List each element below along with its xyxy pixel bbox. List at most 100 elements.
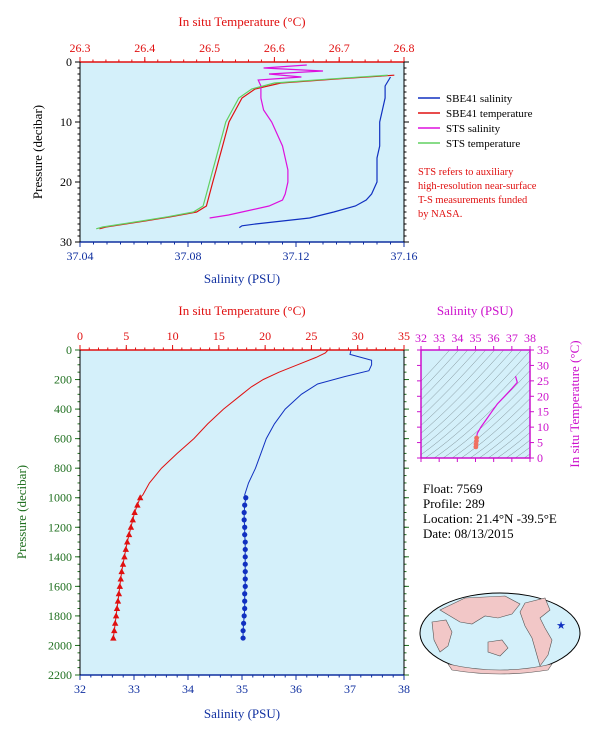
- series-sbe41-salinity: [238, 76, 392, 229]
- note-line-1: STS refers to auxiliary: [418, 167, 514, 178]
- density-contour: [451, 389, 530, 458]
- note-line-3: T-S measurements funded: [418, 195, 528, 206]
- y-tick-label: 0: [66, 55, 72, 69]
- density-contour: [469, 407, 530, 458]
- top-chart-series: [96, 64, 395, 230]
- salinity-point: [242, 546, 248, 553]
- salinity-point: [243, 495, 249, 501]
- salinity-point: [242, 568, 248, 575]
- main-chart-y-axis-label: Pressure (decibar): [14, 465, 29, 559]
- temperature-point: [115, 590, 123, 597]
- density-contour: [421, 350, 459, 391]
- y-tick-label: 1400: [48, 550, 72, 564]
- top-chart-legend: SBE41 salinity SBE41 temperature STS sal…: [418, 93, 533, 150]
- salinity-point: [241, 509, 247, 516]
- world-map: ★: [419, 592, 581, 675]
- temperature-point: [127, 523, 135, 530]
- top-tick-label: 30: [352, 329, 364, 343]
- main-chart-top-axis-label: In situ Temperature (°C): [178, 303, 305, 318]
- salinity-point: [242, 576, 248, 582]
- salinity-point: [242, 561, 248, 567]
- bottom-tick-label: 36: [290, 682, 302, 696]
- bottom-tick-label: 34: [182, 682, 194, 696]
- map-land-eurasia: [439, 595, 521, 625]
- top-chart-ticks: 26.3 26.4 26.5 26.6 26.7 26.8 37.04 37.08 37.12 3…: [60, 41, 418, 263]
- series-sts-temperature: [96, 74, 388, 230]
- map-land-australia: [487, 639, 509, 657]
- ts-chart-series: [473, 376, 518, 450]
- density-contour: [424, 360, 530, 458]
- legend-label-sbe41-salinity: SBE41 salinity: [446, 93, 513, 105]
- ts-profile-point: [474, 435, 479, 441]
- bottom-tick-label: 33: [128, 682, 140, 696]
- profile-date: Date: 08/13/2015: [423, 526, 514, 541]
- y-tick-label: 20: [60, 175, 72, 189]
- top-tick-label: 26.8: [394, 41, 415, 55]
- density-contour: [421, 350, 522, 449]
- bottom-tick-label: 37.12: [283, 249, 310, 263]
- ts-top-tick-label: 38: [524, 331, 536, 345]
- series-sts-salinity: [209, 64, 324, 219]
- temperature-point: [118, 568, 125, 575]
- top-tick-label: 25: [305, 329, 317, 343]
- ts-y-tick-label: 30: [537, 358, 549, 372]
- y-tick-label: 600: [54, 432, 72, 446]
- temperature-point: [134, 501, 141, 508]
- salinity-point: [242, 598, 248, 604]
- salinity-point: [242, 583, 248, 589]
- map-land-africa: [431, 619, 453, 653]
- temperature-point: [117, 575, 124, 582]
- ts-y-tick-label: 10: [537, 420, 549, 434]
- float-info: Float: 7569 Profile: 289 Location: 21.4°…: [423, 481, 557, 541]
- bottom-tick-label: 38: [398, 682, 410, 696]
- legend-label-sts-salinity: STS salinity: [446, 123, 501, 135]
- density-contour: [478, 415, 530, 458]
- salinity-point: [241, 613, 247, 619]
- density-contour: [460, 398, 530, 458]
- y-tick-label: 10: [60, 115, 72, 129]
- bottom-tick-label: 32: [74, 682, 86, 696]
- ts-top-tick-label: 33: [433, 331, 445, 345]
- density-contour: [442, 379, 530, 458]
- salinity-point: [242, 532, 248, 538]
- ts-frame: [420, 349, 531, 459]
- y-tick-label: 2200: [48, 668, 72, 682]
- salinity-point: [241, 620, 247, 626]
- y-tick-label: 0: [66, 343, 72, 357]
- temperature-point: [110, 634, 117, 641]
- map-land-antarctica: [447, 663, 553, 675]
- main-chart-bottom-axis-label: Salinity (PSU): [204, 706, 280, 721]
- ts-top-tick-label: 32: [415, 331, 427, 345]
- ts-y-tick-label: 20: [537, 389, 549, 403]
- float-location-marker: ★: [556, 620, 566, 632]
- salinity-point: [242, 605, 248, 612]
- ts-top-tick-label: 37: [506, 331, 518, 345]
- salinity-point: [242, 524, 248, 530]
- y-tick-label: 1000: [48, 491, 72, 505]
- bottom-tick-label: 37.16: [391, 249, 418, 263]
- top-tick-label: 0: [77, 329, 83, 343]
- salinity-point: [242, 554, 248, 560]
- ts-top-tick-label: 36: [488, 331, 500, 345]
- y-tick-label: 1800: [48, 609, 72, 623]
- temperature-point: [136, 494, 144, 501]
- temperature-point: [122, 545, 130, 552]
- density-contour: [421, 350, 530, 455]
- density-contour: [433, 370, 530, 458]
- note-line-2: high-resolution near-surface: [418, 181, 537, 192]
- temperature-point: [131, 509, 138, 515]
- top-tick-label: 5: [123, 329, 129, 343]
- top-tick-label: 26.6: [264, 41, 285, 55]
- salinity-point: [241, 517, 247, 523]
- density-contour: [421, 350, 495, 426]
- temperature-point: [116, 582, 124, 589]
- top-chart-y-axis-label: Pressure (decibar): [30, 105, 45, 199]
- ts-y-tick-label: 25: [537, 374, 549, 388]
- top-tick-label: 26.3: [70, 41, 91, 55]
- temperature-point: [124, 538, 131, 545]
- temperature-point: [111, 627, 118, 634]
- density-contour: [421, 350, 504, 434]
